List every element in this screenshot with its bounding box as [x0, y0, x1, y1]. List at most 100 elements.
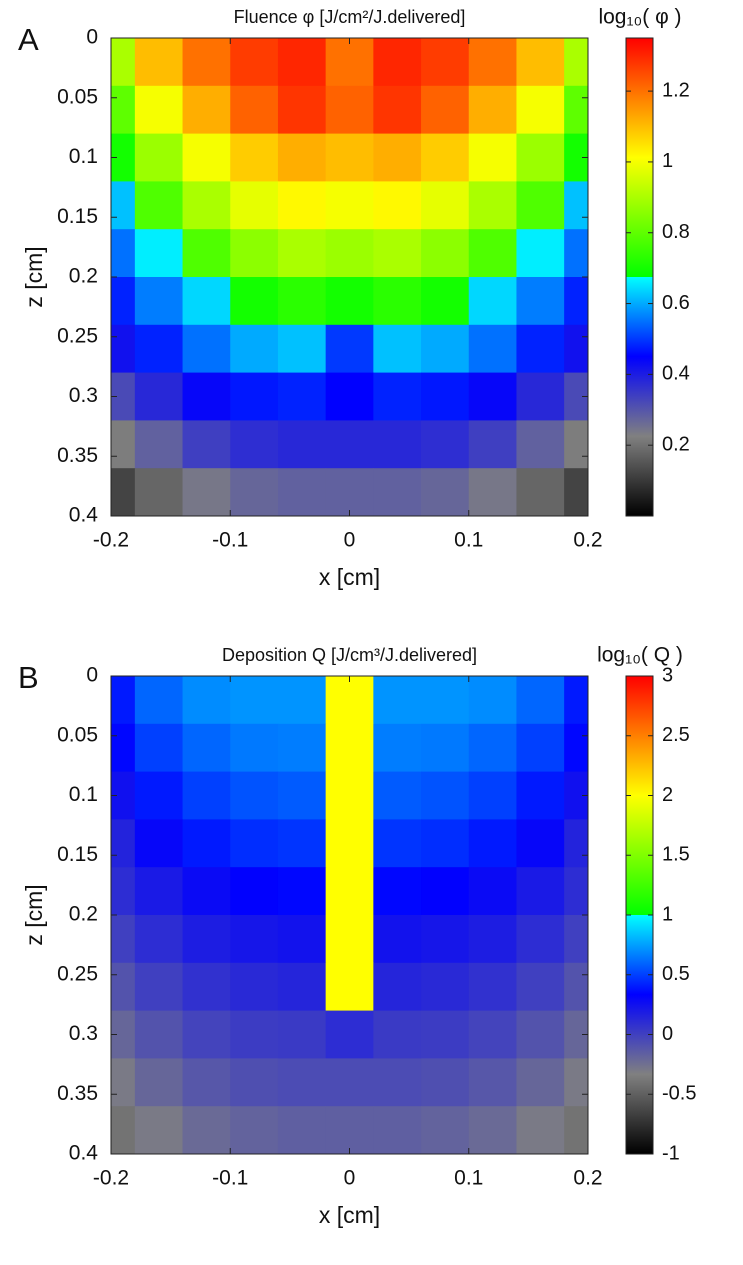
panel-label: B — [18, 660, 39, 695]
heatmap-cell — [277, 277, 327, 326]
heatmap-cell — [325, 420, 374, 469]
heatmap-cell — [230, 181, 279, 230]
heatmap-cell — [230, 962, 279, 1012]
y-tick-label: 0.15 — [57, 843, 98, 866]
heatmap-cell — [277, 181, 327, 230]
heatmap-cell — [564, 420, 589, 469]
heatmap-cell — [373, 181, 422, 230]
heatmap-cell — [373, 1058, 422, 1107]
heatmap-cell — [182, 420, 231, 469]
heatmap-cell — [230, 915, 279, 964]
heatmap-cell — [230, 277, 279, 326]
heatmap-cell — [325, 468, 374, 517]
heatmap-cell — [134, 324, 184, 374]
heatmap-cell — [182, 38, 231, 87]
heatmap-cell — [468, 723, 517, 773]
heatmap-cell — [182, 372, 231, 421]
heatmap-cell — [277, 85, 327, 135]
heatmap-cell — [134, 1010, 184, 1059]
colorbar-tick-label: 0.6 — [662, 292, 690, 314]
heatmap-cell — [325, 277, 374, 326]
heatmap-cell — [564, 85, 589, 135]
heatmap-cell — [325, 1058, 374, 1107]
heatmap-cell — [277, 38, 327, 87]
heatmap-cell — [516, 372, 565, 421]
heatmap-cell — [111, 867, 136, 916]
heatmap-cell — [277, 133, 327, 182]
heatmap-cell — [230, 85, 279, 135]
x-tick-label: 0 — [344, 1167, 356, 1190]
heatmap-cell — [111, 468, 136, 517]
heatmap-cell — [468, 38, 517, 87]
colorbar-tick-label: 3 — [662, 664, 673, 686]
heatmap-cell — [230, 229, 279, 278]
heatmap-cell — [421, 277, 470, 326]
heatmap-cell — [421, 133, 470, 182]
heatmap-cell — [182, 723, 231, 773]
heatmap-cell — [564, 676, 589, 725]
heatmap-cell — [325, 324, 374, 374]
heatmap-cell — [516, 133, 565, 182]
heatmap-cell — [516, 85, 565, 135]
heatmap-cell — [516, 962, 565, 1012]
heatmap-cell — [373, 771, 422, 820]
heatmap-cell — [421, 819, 470, 868]
heatmap-cell — [277, 1106, 327, 1155]
heatmap-cell — [325, 771, 374, 820]
heatmap-cell — [468, 420, 517, 469]
heatmap-cell — [373, 1010, 422, 1059]
heatmap-cell — [134, 38, 184, 87]
heatmap-cell — [564, 962, 589, 1012]
heatmap-cell — [516, 1058, 565, 1107]
heatmap-cell — [564, 229, 589, 278]
x-tick-label: 0 — [344, 529, 356, 552]
colorbar-tick-label: 1 — [662, 150, 673, 172]
heatmap-cell — [373, 324, 422, 374]
heatmap-cell — [516, 277, 565, 326]
heatmap-cell — [134, 676, 184, 725]
x-tick-label: -0.1 — [212, 529, 248, 552]
heatmap-cell — [516, 324, 565, 374]
heatmap-cell — [373, 915, 422, 964]
chart-title: Deposition Q [J/cm³/J.delivered] — [222, 645, 477, 665]
colorbar-tick-label: -1 — [662, 1142, 680, 1164]
heatmap-cell — [277, 324, 327, 374]
heatmap-cell — [230, 324, 279, 374]
heatmap-cell — [421, 1106, 470, 1155]
heatmap-cell — [111, 915, 136, 964]
heatmap-cell — [516, 1106, 565, 1155]
heatmap-cell — [421, 420, 470, 469]
heatmap-cell — [111, 962, 136, 1012]
y-tick-label: 0.05 — [57, 85, 98, 108]
heatmap-cell — [325, 372, 374, 421]
heatmap-cell — [182, 85, 231, 135]
heatmap-cell — [468, 867, 517, 916]
heatmap-cell — [564, 915, 589, 964]
heatmap-cell — [134, 420, 184, 469]
heatmap-cell — [421, 181, 470, 230]
colorbar-tick-label: 1 — [662, 903, 673, 925]
heatmap-cell — [468, 1010, 517, 1059]
heatmap-cell — [230, 38, 279, 87]
heatmap-cell — [230, 372, 279, 421]
heatmap-cell — [564, 277, 589, 326]
heatmap-cell — [373, 85, 422, 135]
heatmap-cell — [182, 676, 231, 725]
heatmap-cell — [421, 915, 470, 964]
heatmap-cell — [277, 771, 327, 820]
heatmap-cell — [564, 723, 589, 773]
colorbar-tick-label: 0.2 — [662, 433, 690, 455]
heatmap-cell — [325, 819, 374, 868]
heatmap-cell — [134, 229, 184, 278]
heatmap-cell — [182, 1106, 231, 1155]
heatmap-cell — [111, 229, 136, 278]
heatmap-cell — [182, 867, 231, 916]
heatmap-cell — [230, 420, 279, 469]
heatmap-cell — [421, 1010, 470, 1059]
heatmap-cell — [564, 181, 589, 230]
heatmap-cell — [421, 468, 470, 517]
heatmap-cell — [325, 723, 374, 773]
heatmap-cell — [564, 819, 589, 868]
heatmap-cell — [468, 915, 517, 964]
heatmap-cell — [516, 38, 565, 87]
